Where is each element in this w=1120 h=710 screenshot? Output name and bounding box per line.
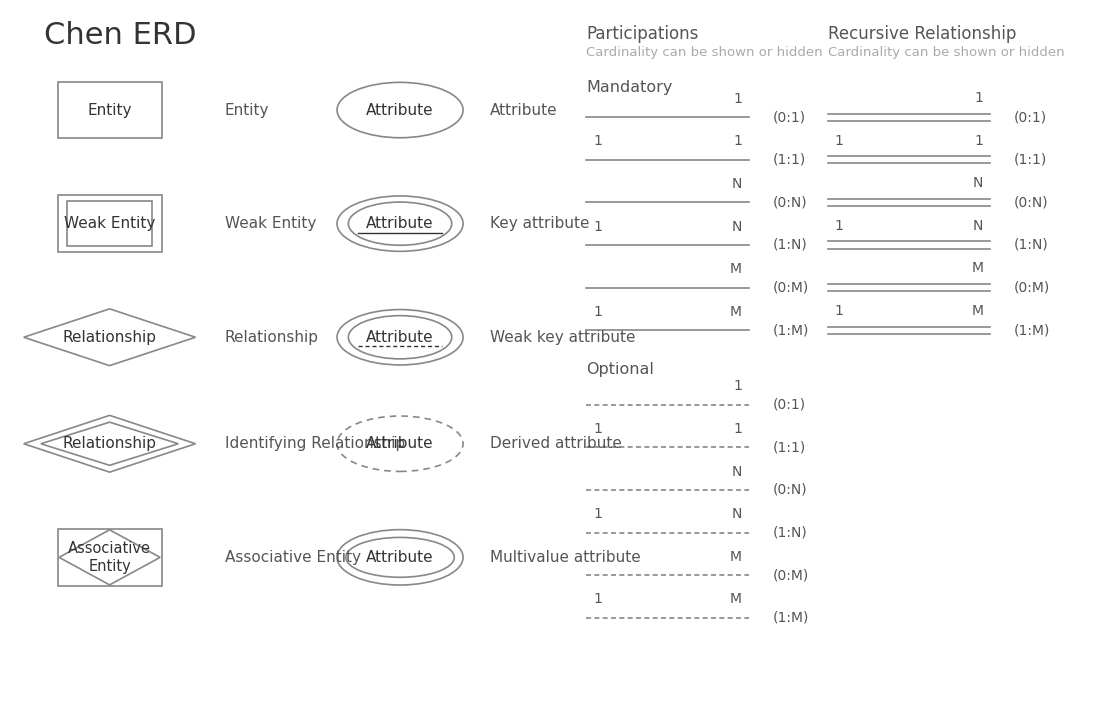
Text: 1: 1 [734,379,743,393]
Text: N: N [973,219,983,233]
Text: (1:N): (1:N) [1014,238,1048,252]
FancyBboxPatch shape [57,529,161,586]
Ellipse shape [348,202,451,245]
Text: 1: 1 [592,219,601,234]
Text: (1:1): (1:1) [1014,153,1047,167]
Text: Optional: Optional [587,362,654,377]
Ellipse shape [337,196,463,251]
Text: (0:N): (0:N) [773,195,808,209]
Text: 1: 1 [592,507,601,521]
Text: N: N [731,177,743,191]
Text: N: N [973,176,983,190]
Polygon shape [59,530,160,585]
Text: M: M [730,305,743,319]
Ellipse shape [337,530,463,585]
Text: Relationship: Relationship [63,329,157,345]
Text: (1:M): (1:M) [773,323,809,337]
Text: M: M [730,262,743,276]
Ellipse shape [337,82,463,138]
FancyBboxPatch shape [57,82,161,138]
Text: 1: 1 [974,133,983,148]
Text: Associative
Entity: Associative Entity [68,540,151,574]
Text: Attribute: Attribute [366,436,433,452]
Text: Cardinality can be shown or hidden: Cardinality can be shown or hidden [587,46,823,59]
Text: (0:1): (0:1) [1014,110,1047,124]
Text: (0:M): (0:M) [773,568,809,582]
Text: 1: 1 [734,92,743,106]
Polygon shape [24,415,196,472]
Text: Weak key attribute: Weak key attribute [489,329,635,345]
Text: Associative Entity: Associative Entity [225,550,361,565]
Ellipse shape [348,316,451,359]
Text: 1: 1 [734,134,743,148]
Text: (1:N): (1:N) [773,238,808,252]
Text: Participations: Participations [587,25,699,43]
Text: 1: 1 [734,422,743,436]
Text: 1: 1 [592,134,601,148]
Text: 1: 1 [834,219,843,233]
Text: 1: 1 [834,133,843,148]
Polygon shape [24,309,196,366]
Text: Mandatory: Mandatory [587,80,673,94]
Text: Identifying Relationship: Identifying Relationship [225,436,405,452]
Polygon shape [41,422,178,465]
Text: (0:1): (0:1) [773,398,805,412]
Text: 1: 1 [592,305,601,319]
Text: M: M [971,261,983,275]
Text: (1:N): (1:N) [773,525,808,540]
Text: N: N [731,219,743,234]
Text: (0:N): (0:N) [1014,195,1048,209]
Text: (0:M): (0:M) [773,280,809,295]
Ellipse shape [337,416,463,471]
Text: 1: 1 [974,91,983,105]
Text: Derived attribute: Derived attribute [489,436,622,452]
Text: M: M [730,550,743,564]
Text: M: M [730,592,743,606]
FancyBboxPatch shape [57,195,161,252]
Text: Cardinality can be shown or hidden: Cardinality can be shown or hidden [828,46,1064,59]
Text: Relationship: Relationship [63,436,157,452]
Ellipse shape [346,537,455,577]
Text: (1:1): (1:1) [773,440,806,454]
Text: Relationship: Relationship [225,329,319,345]
Text: (1:1): (1:1) [773,153,806,167]
Text: (0:N): (0:N) [773,483,808,497]
Text: N: N [731,464,743,479]
FancyBboxPatch shape [67,202,152,246]
Text: Entity: Entity [225,102,269,118]
Text: M: M [971,304,983,318]
Ellipse shape [337,310,463,365]
Text: 1: 1 [592,422,601,436]
Text: Attribute: Attribute [366,550,433,565]
Text: Entity: Entity [87,102,132,118]
Text: Attribute: Attribute [489,102,558,118]
Text: (1:M): (1:M) [773,611,809,625]
Text: N: N [731,507,743,521]
Text: Weak Entity: Weak Entity [225,216,316,231]
Text: Attribute: Attribute [366,329,433,345]
Text: (1:M): (1:M) [1014,323,1051,337]
Text: Weak Entity: Weak Entity [64,216,156,231]
Text: 1: 1 [592,592,601,606]
Text: (0:1): (0:1) [773,110,805,124]
Text: Key attribute: Key attribute [489,216,589,231]
Text: Chen ERD: Chen ERD [44,21,196,50]
Text: Attribute: Attribute [366,102,433,118]
Text: (0:M): (0:M) [1014,280,1051,295]
Text: Recursive Relationship: Recursive Relationship [828,25,1016,43]
Text: Attribute: Attribute [366,216,433,231]
Text: 1: 1 [834,304,843,318]
Text: Multivalue attribute: Multivalue attribute [489,550,641,565]
